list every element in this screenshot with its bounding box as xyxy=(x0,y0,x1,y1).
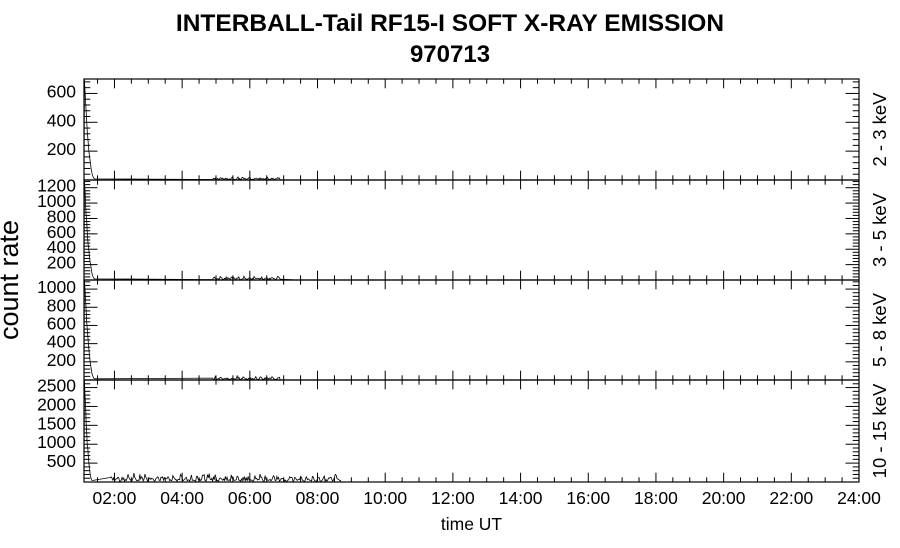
svg-text:18:00: 18:00 xyxy=(634,488,678,508)
svg-text:3 - 5 keV: 3 - 5 keV xyxy=(869,192,890,267)
svg-text:1000: 1000 xyxy=(37,277,76,297)
svg-text:2 - 3 keV: 2 - 3 keV xyxy=(869,92,890,167)
svg-text:time UT: time UT xyxy=(441,514,503,534)
svg-text:500: 500 xyxy=(47,451,76,471)
svg-text:count rate: count rate xyxy=(0,220,24,340)
svg-text:14:00: 14:00 xyxy=(499,488,543,508)
svg-text:200: 200 xyxy=(47,139,76,159)
svg-text:24:00: 24:00 xyxy=(837,488,881,508)
svg-text:2500: 2500 xyxy=(37,376,76,396)
svg-text:1200: 1200 xyxy=(37,176,76,196)
svg-text:16:00: 16:00 xyxy=(566,488,610,508)
svg-text:22:00: 22:00 xyxy=(769,488,813,508)
svg-text:800: 800 xyxy=(47,295,76,315)
svg-text:400: 400 xyxy=(47,332,76,352)
svg-text:08:00: 08:00 xyxy=(296,488,340,508)
svg-text:1500: 1500 xyxy=(37,413,76,433)
svg-text:INTERBALL-Tail RF15-I SOFT X-R: INTERBALL-Tail RF15-I SOFT X-RAY EMISSIO… xyxy=(176,10,724,37)
svg-text:970713: 970713 xyxy=(410,41,490,68)
svg-text:600: 600 xyxy=(47,313,76,333)
svg-text:5 - 8 keV: 5 - 8 keV xyxy=(869,292,890,367)
svg-text:200: 200 xyxy=(47,350,76,370)
svg-text:2000: 2000 xyxy=(37,394,76,414)
svg-text:12:00: 12:00 xyxy=(431,488,475,508)
svg-text:06:00: 06:00 xyxy=(228,488,272,508)
svg-text:20:00: 20:00 xyxy=(702,488,746,508)
svg-text:1000: 1000 xyxy=(37,432,76,452)
svg-text:400: 400 xyxy=(47,110,76,130)
svg-text:10 - 15 keV: 10 - 15 keV xyxy=(869,383,890,478)
svg-text:02:00: 02:00 xyxy=(93,488,137,508)
svg-text:04:00: 04:00 xyxy=(160,488,204,508)
svg-text:600: 600 xyxy=(47,81,76,101)
svg-text:10:00: 10:00 xyxy=(363,488,407,508)
